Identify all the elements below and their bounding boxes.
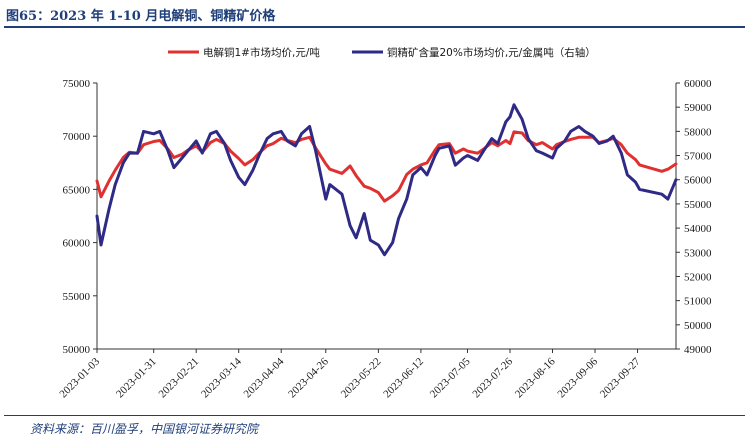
left-y-tick-label: 55000	[63, 291, 91, 303]
series-layer	[95, 103, 678, 257]
x-tick-label: 2023-01-31	[114, 356, 159, 401]
right-y-tick-label: 53000	[684, 247, 712, 259]
right-y-tick-label: 56000	[684, 175, 712, 187]
x-tick-label: 2023-01-03	[57, 355, 102, 400]
right-y-tick-label: 58000	[684, 126, 712, 138]
source-note: 资料来源：百川盈孚，中国银河证券研究院	[30, 422, 259, 436]
x-tick-label: 2023-03-14	[199, 355, 244, 400]
title-rule	[4, 26, 745, 28]
series-line-concentrate	[95, 103, 678, 257]
right-y-tick-label: 52000	[684, 271, 712, 283]
legend-label-concentrate: 铜精矿含量20%市场均价,元/金属吨（右轴）	[387, 46, 596, 59]
footer-rule	[4, 415, 745, 416]
x-tick-label: 2023-04-04	[242, 355, 287, 400]
x-tick-label: 2023-06-12	[381, 356, 426, 401]
x-tick-label: 2023-04-26	[286, 355, 331, 400]
right-y-tick-label: 57000	[684, 151, 712, 163]
left-y-tick-label: 75000	[63, 78, 91, 90]
legend-label-copper: 电解铜1#市场均价,元/吨	[203, 46, 320, 59]
x-tick-label: 2023-09-27	[598, 355, 643, 400]
right-y-tick-label: 54000	[684, 223, 712, 235]
x-tick-label: 2023-09-06	[555, 355, 600, 400]
x-tick-label: 2023-08-16	[513, 355, 558, 400]
left-y-tick-label: 60000	[63, 238, 91, 250]
left-y-tick-label: 70000	[63, 131, 91, 143]
right-y-tick-label: 49000	[684, 344, 712, 356]
x-tick-label: 2023-02-21	[157, 356, 202, 401]
right-y-tick-label: 50000	[684, 320, 712, 332]
right-y-tick-label: 55000	[684, 199, 712, 211]
figure-title: 图65：2023 年 1-10 月电解铜、铜精矿价格	[6, 9, 276, 24]
right-y-tick-label: 51000	[684, 296, 712, 308]
x-tick-label: 2023-05-22	[339, 356, 384, 401]
legend: 电解铜1#市场均价,元/吨 铜精矿含量20%市场均价,元/金属吨（右轴）	[168, 46, 596, 59]
right-y-tick-label: 59000	[684, 102, 712, 114]
left-y-tick-label: 65000	[63, 184, 91, 196]
axes: 50000 55000 60000 65000 70000 75000 49000 50000…	[57, 78, 712, 400]
x-tick-label: 2023-07-05	[428, 355, 473, 400]
left-y-tick-label: 50000	[63, 344, 91, 356]
x-tick-label: 2023-07-26	[470, 355, 515, 400]
series-line-copper	[95, 130, 678, 203]
right-y-tick-label: 60000	[684, 78, 712, 90]
